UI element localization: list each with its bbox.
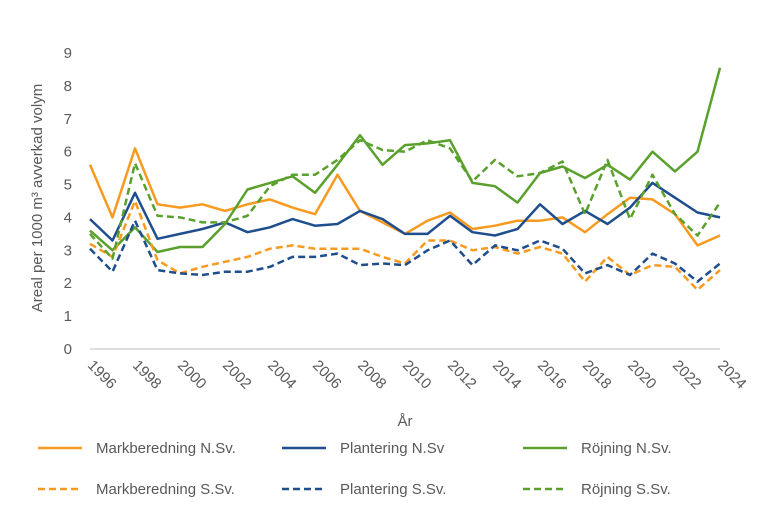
x-tick-label: 1998	[129, 357, 165, 393]
series-line-2	[89, 181, 721, 242]
series-line-5	[89, 219, 721, 283]
series-lines	[88, 67, 722, 292]
y-tick-labels: 0 1 2 3 4 5 6 7 8 9	[64, 45, 72, 358]
x-tick-label: 2024	[714, 357, 750, 393]
legend-label: Markberedning S.Sv.	[96, 481, 235, 498]
y-tick-label: 3	[64, 242, 72, 259]
x-tick-label: 2014	[489, 357, 525, 393]
x-tick-label: 2010	[399, 357, 435, 393]
y-tick-label: 6	[64, 144, 72, 161]
y-axis-title: Areal per 1000 m³ avverkad volym	[29, 84, 46, 312]
x-tick-label: 2012	[444, 357, 480, 393]
y-tick-label: 4	[64, 209, 72, 226]
x-tick-label: 2020	[624, 357, 660, 393]
x-tick-label: 2018	[579, 357, 615, 393]
x-tick-labels: 1996 1998 2000 2002 2004 2006 2008 2010 2012 2014…	[84, 357, 750, 393]
series-line-4	[89, 199, 721, 292]
y-axis-title-text: Areal per 1000 m³ avverkad volym	[29, 84, 46, 312]
x-tick-label: 2016	[534, 357, 570, 393]
y-tick-label: 7	[64, 111, 72, 128]
y-tick-label: 2	[64, 275, 72, 292]
x-tick-label: 2002	[219, 357, 255, 393]
series-line-3	[89, 67, 722, 254]
legend: Markberedning N.Sv. Plantering N.Sv Röjnin…	[38, 440, 672, 498]
x-tick-label: 2008	[354, 357, 390, 393]
y-tick-label: 0	[64, 341, 72, 358]
x-tick-label: 1996	[84, 357, 120, 393]
legend-label: Plantering N.Sv	[340, 440, 445, 457]
legend-label: Röjning N.Sv.	[581, 440, 672, 457]
y-tick-label: 8	[64, 78, 72, 95]
legend-label: Röjning S.Sv.	[581, 481, 671, 498]
x-axis-title: År	[398, 413, 413, 430]
x-tick-label: 2022	[669, 357, 705, 393]
x-tick-label: 2006	[309, 357, 345, 393]
legend-label: Plantering S.Sv.	[340, 481, 446, 498]
x-tick-label: 2000	[174, 357, 210, 393]
legend-label: Markberedning N.Sv.	[96, 440, 236, 457]
y-tick-label: 5	[64, 177, 72, 194]
x-tick-label: 2004	[264, 357, 300, 393]
series-line-1	[88, 147, 721, 247]
y-tick-label: 9	[64, 45, 72, 62]
series-line-6	[89, 138, 722, 260]
y-tick-label: 1	[64, 308, 72, 325]
